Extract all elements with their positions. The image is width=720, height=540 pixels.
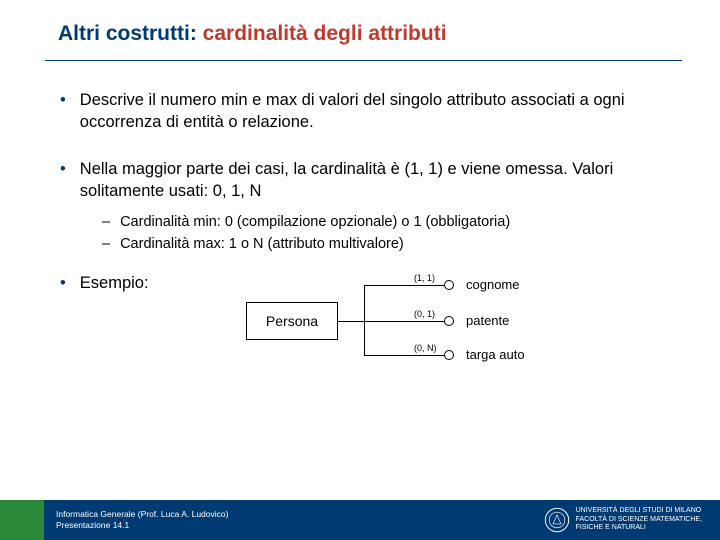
entity-label: Persona xyxy=(266,313,318,329)
slide-title: Altri costrutti: cardinalità degli attri… xyxy=(58,22,720,46)
sub-bullet-1: – Cardinalità min: 0 (compilazione opzio… xyxy=(102,212,660,234)
sub-marker: – xyxy=(102,212,110,234)
footer-accent xyxy=(0,500,44,540)
attr-circle-1 xyxy=(444,280,454,290)
attr-label-2: patente xyxy=(466,313,509,328)
uni-line2: FACOLTÀ DI SCIENZE MATEMATICHE, xyxy=(576,516,702,524)
example-row: • Esempio: Persona (1, 1) cognome (0, 1)… xyxy=(60,274,660,384)
attr-card-3: (0, N) xyxy=(414,343,437,353)
title-part2: cardinalità degli attributi xyxy=(203,22,447,45)
uni-line3: FISICHE E NATURALI xyxy=(576,524,702,532)
bullet-3: • Esempio: xyxy=(60,274,228,293)
university-seal-icon xyxy=(544,507,570,533)
bullet-3-text: Esempio: xyxy=(80,274,149,293)
bullet-2-text: Nella maggior parte dei casi, la cardina… xyxy=(80,158,660,203)
sub-bullet-2: – Cardinalità max: 1 o N (attributo mult… xyxy=(102,234,660,256)
attr-card-2: (0, 1) xyxy=(414,309,435,319)
attr-line-1 xyxy=(364,285,444,286)
slide-title-area: Altri costrutti: cardinalità degli attri… xyxy=(0,0,720,46)
er-diagram: Persona (1, 1) cognome (0, 1) patente (0… xyxy=(228,274,588,384)
bullet-marker: • xyxy=(60,274,66,293)
slide-footer: Informatica Generale (Prof. Luca A. Ludo… xyxy=(0,500,720,540)
attr-line-3 xyxy=(364,355,444,356)
sub-marker: – xyxy=(102,234,110,256)
footer-line1: Informatica Generale (Prof. Luca A. Ludo… xyxy=(56,509,228,520)
footer-logo: UNIVERSITÀ DEGLI STUDI DI MILANO FACOLTÀ… xyxy=(544,507,702,533)
diagram-stub xyxy=(338,321,364,322)
attr-label-3: targa auto xyxy=(466,347,525,362)
bullet-marker: • xyxy=(60,89,66,134)
bullet-1: • Descrive il numero min e max di valori… xyxy=(60,89,660,134)
sub-bullet-2-text: Cardinalità max: 1 o N (attributo multiv… xyxy=(120,234,404,256)
footer-university: UNIVERSITÀ DEGLI STUDI DI MILANO FACOLTÀ… xyxy=(576,507,702,532)
attr-circle-2 xyxy=(444,316,454,326)
footer-text: Informatica Generale (Prof. Luca A. Ludo… xyxy=(44,509,228,532)
title-sep: : xyxy=(190,22,203,45)
sub-bullets: – Cardinalità min: 0 (compilazione opzio… xyxy=(102,212,660,256)
bullet-1-text: Descrive il numero min e max di valori d… xyxy=(80,89,660,134)
diagram-vline xyxy=(364,285,365,355)
uni-line1: UNIVERSITÀ DEGLI STUDI DI MILANO xyxy=(576,507,702,515)
title-part1: Altri costrutti xyxy=(58,22,190,45)
attr-line-2 xyxy=(364,321,444,322)
entity-box: Persona xyxy=(246,302,338,340)
attr-card-1: (1, 1) xyxy=(414,273,435,283)
bullet-marker: • xyxy=(60,158,66,203)
footer-line2: Presentazione 14.1 xyxy=(56,520,228,531)
attr-label-1: cognome xyxy=(466,277,519,292)
slide-content: • Descrive il numero min e max di valori… xyxy=(0,61,720,384)
sub-bullet-1-text: Cardinalità min: 0 (compilazione opziona… xyxy=(120,212,510,234)
bullet-2: • Nella maggior parte dei casi, la cardi… xyxy=(60,158,660,203)
attr-circle-3 xyxy=(444,350,454,360)
